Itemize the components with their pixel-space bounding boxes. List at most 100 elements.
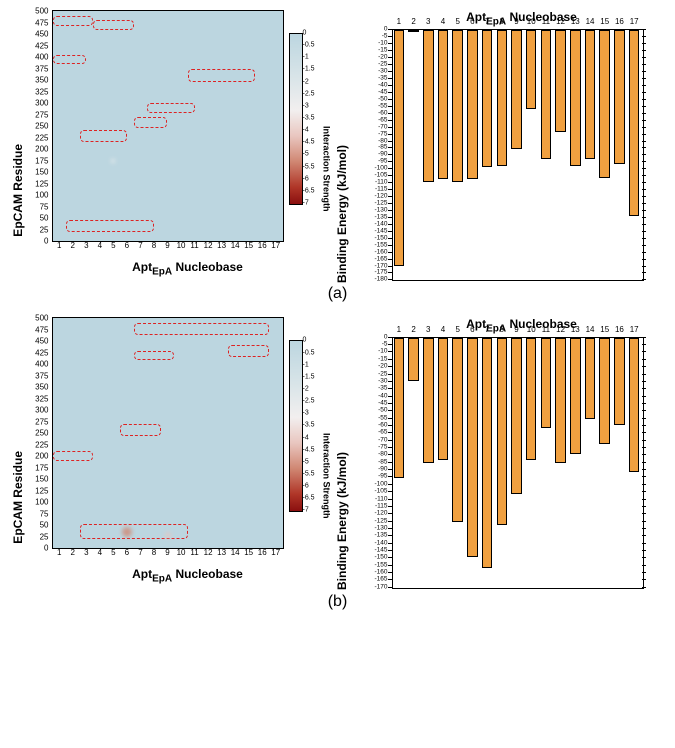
annotation-rect (147, 103, 194, 113)
ytick: -60 (378, 422, 387, 429)
xtick: 8 (500, 325, 504, 334)
xtick: 2 (71, 548, 75, 557)
annotation-rect (120, 424, 161, 436)
ytick: -40 (378, 392, 387, 399)
colorbar-tick: -7 (303, 507, 309, 514)
xtick: 4 (98, 241, 102, 250)
xtick: 7 (138, 548, 142, 557)
ytick: 150 (35, 475, 48, 484)
barchart-a-xaxis: 1234567891011121314151617 (392, 17, 642, 29)
ytick: 450 (35, 30, 48, 39)
xtick: 3 (84, 548, 88, 557)
ytick: 275 (35, 417, 48, 426)
ytick: -135 (374, 213, 387, 220)
colorbar-tick: -6.5 (303, 187, 315, 194)
ytick: -170 (374, 583, 387, 590)
ytick: 225 (35, 440, 48, 449)
ytick: 450 (35, 337, 48, 346)
ytick: 300 (35, 99, 48, 108)
ytick: -130 (374, 206, 387, 213)
annotation-rect (188, 69, 256, 83)
xtick: 9 (165, 241, 169, 250)
ytick: 300 (35, 406, 48, 415)
ytick: 350 (35, 76, 48, 85)
xtick: 14 (231, 548, 240, 557)
heatmap-a-yaxis: 0255075100125150175200225250275300325350… (25, 11, 51, 241)
colorbar-tick: -7 (303, 200, 309, 207)
xtick: 1 (397, 325, 401, 334)
ytick: -175 (374, 269, 387, 276)
xtick: 16 (615, 17, 624, 26)
ytick: 50 (40, 214, 49, 223)
xtick: 16 (615, 325, 624, 334)
ytick: -45 (378, 88, 387, 95)
xtick: 16 (258, 241, 267, 250)
ytick: -170 (374, 262, 387, 269)
barchart-b-xaxis: 1234567891011121314151617 (392, 325, 642, 337)
xtick: 5 (111, 548, 115, 557)
xtick: 5 (455, 325, 459, 334)
ytick: 400 (35, 360, 48, 369)
ytick: -145 (374, 547, 387, 554)
xtick: 15 (244, 548, 253, 557)
xtick: 12 (556, 17, 565, 26)
ytick: 75 (40, 202, 49, 211)
colorbar-tick: -6 (303, 483, 309, 490)
xtick: 17 (271, 241, 280, 250)
ytick: -85 (378, 458, 387, 465)
ytick: -35 (378, 385, 387, 392)
xtick: 6 (470, 325, 474, 334)
ytick: -155 (374, 561, 387, 568)
colorbar-tick: -4.5 (303, 139, 315, 146)
xtick: 10 (177, 241, 186, 250)
barchart-b-plot: 1234567891011121314151617 0-5-10-15-20-2… (392, 337, 642, 587)
ytick: 25 (40, 225, 49, 234)
hotspot (165, 532, 171, 538)
ytick: -45 (378, 399, 387, 406)
heatmap-a-xaxis: 1234567891011121314151617 (53, 241, 283, 255)
xtick: 14 (231, 241, 240, 250)
xtick: 4 (98, 548, 102, 557)
xtick: 12 (556, 325, 565, 334)
xtick: 15 (600, 325, 609, 334)
ytick: -160 (374, 569, 387, 576)
colorbar-a: 0-0.5-1-1.5-2-2.5-3-3.5-4-4.5-5-5.5-6-6.… (289, 33, 321, 219)
xtick: 12 (204, 241, 213, 250)
ytick: 375 (35, 371, 48, 380)
barchart-a-yaxis: 0-5-10-15-20-25-30-35-40-45-50-55-60-65-… (358, 29, 390, 279)
ytick: -15 (378, 355, 387, 362)
ytick: 200 (35, 145, 48, 154)
xtick: 13 (217, 548, 226, 557)
xtick: 7 (485, 17, 489, 26)
colorbar-tick: -5.5 (303, 470, 315, 477)
ytick: -160 (374, 248, 387, 255)
ytick: -105 (374, 488, 387, 495)
colorbar-tick: -4 (303, 127, 309, 134)
ytick: 500 (35, 7, 48, 16)
ytick: -20 (378, 363, 387, 370)
ytick: -50 (378, 407, 387, 414)
ytick: -55 (378, 414, 387, 421)
xtick: 6 (470, 17, 474, 26)
hotspot (111, 159, 115, 163)
xtick: 1 (397, 17, 401, 26)
ytick: 100 (35, 191, 48, 200)
panel-a-row: EpCAM Residue 02550751001251501752002252… (10, 10, 665, 279)
ytick: -150 (374, 234, 387, 241)
ytick: 350 (35, 383, 48, 392)
colorbar-tick: -3.5 (303, 115, 315, 122)
xtick: 9 (514, 325, 518, 334)
colorbar-tick: -3 (303, 102, 309, 109)
ytick: 100 (35, 498, 48, 507)
ytick: 125 (35, 179, 48, 188)
ytick: -70 (378, 123, 387, 130)
ytick: -70 (378, 436, 387, 443)
ytick: -75 (378, 444, 387, 451)
ytick: -120 (374, 510, 387, 517)
xtick: 2 (411, 17, 415, 26)
barchart-b-yaxis: 0-5-10-15-20-25-30-35-40-45-50-55-60-65-… (358, 337, 390, 587)
ytick: -140 (374, 539, 387, 546)
heatmap-b: EpCAM Residue 02550751001251501752002252… (24, 317, 324, 584)
xtick: 14 (586, 17, 595, 26)
ytick: -50 (378, 95, 387, 102)
